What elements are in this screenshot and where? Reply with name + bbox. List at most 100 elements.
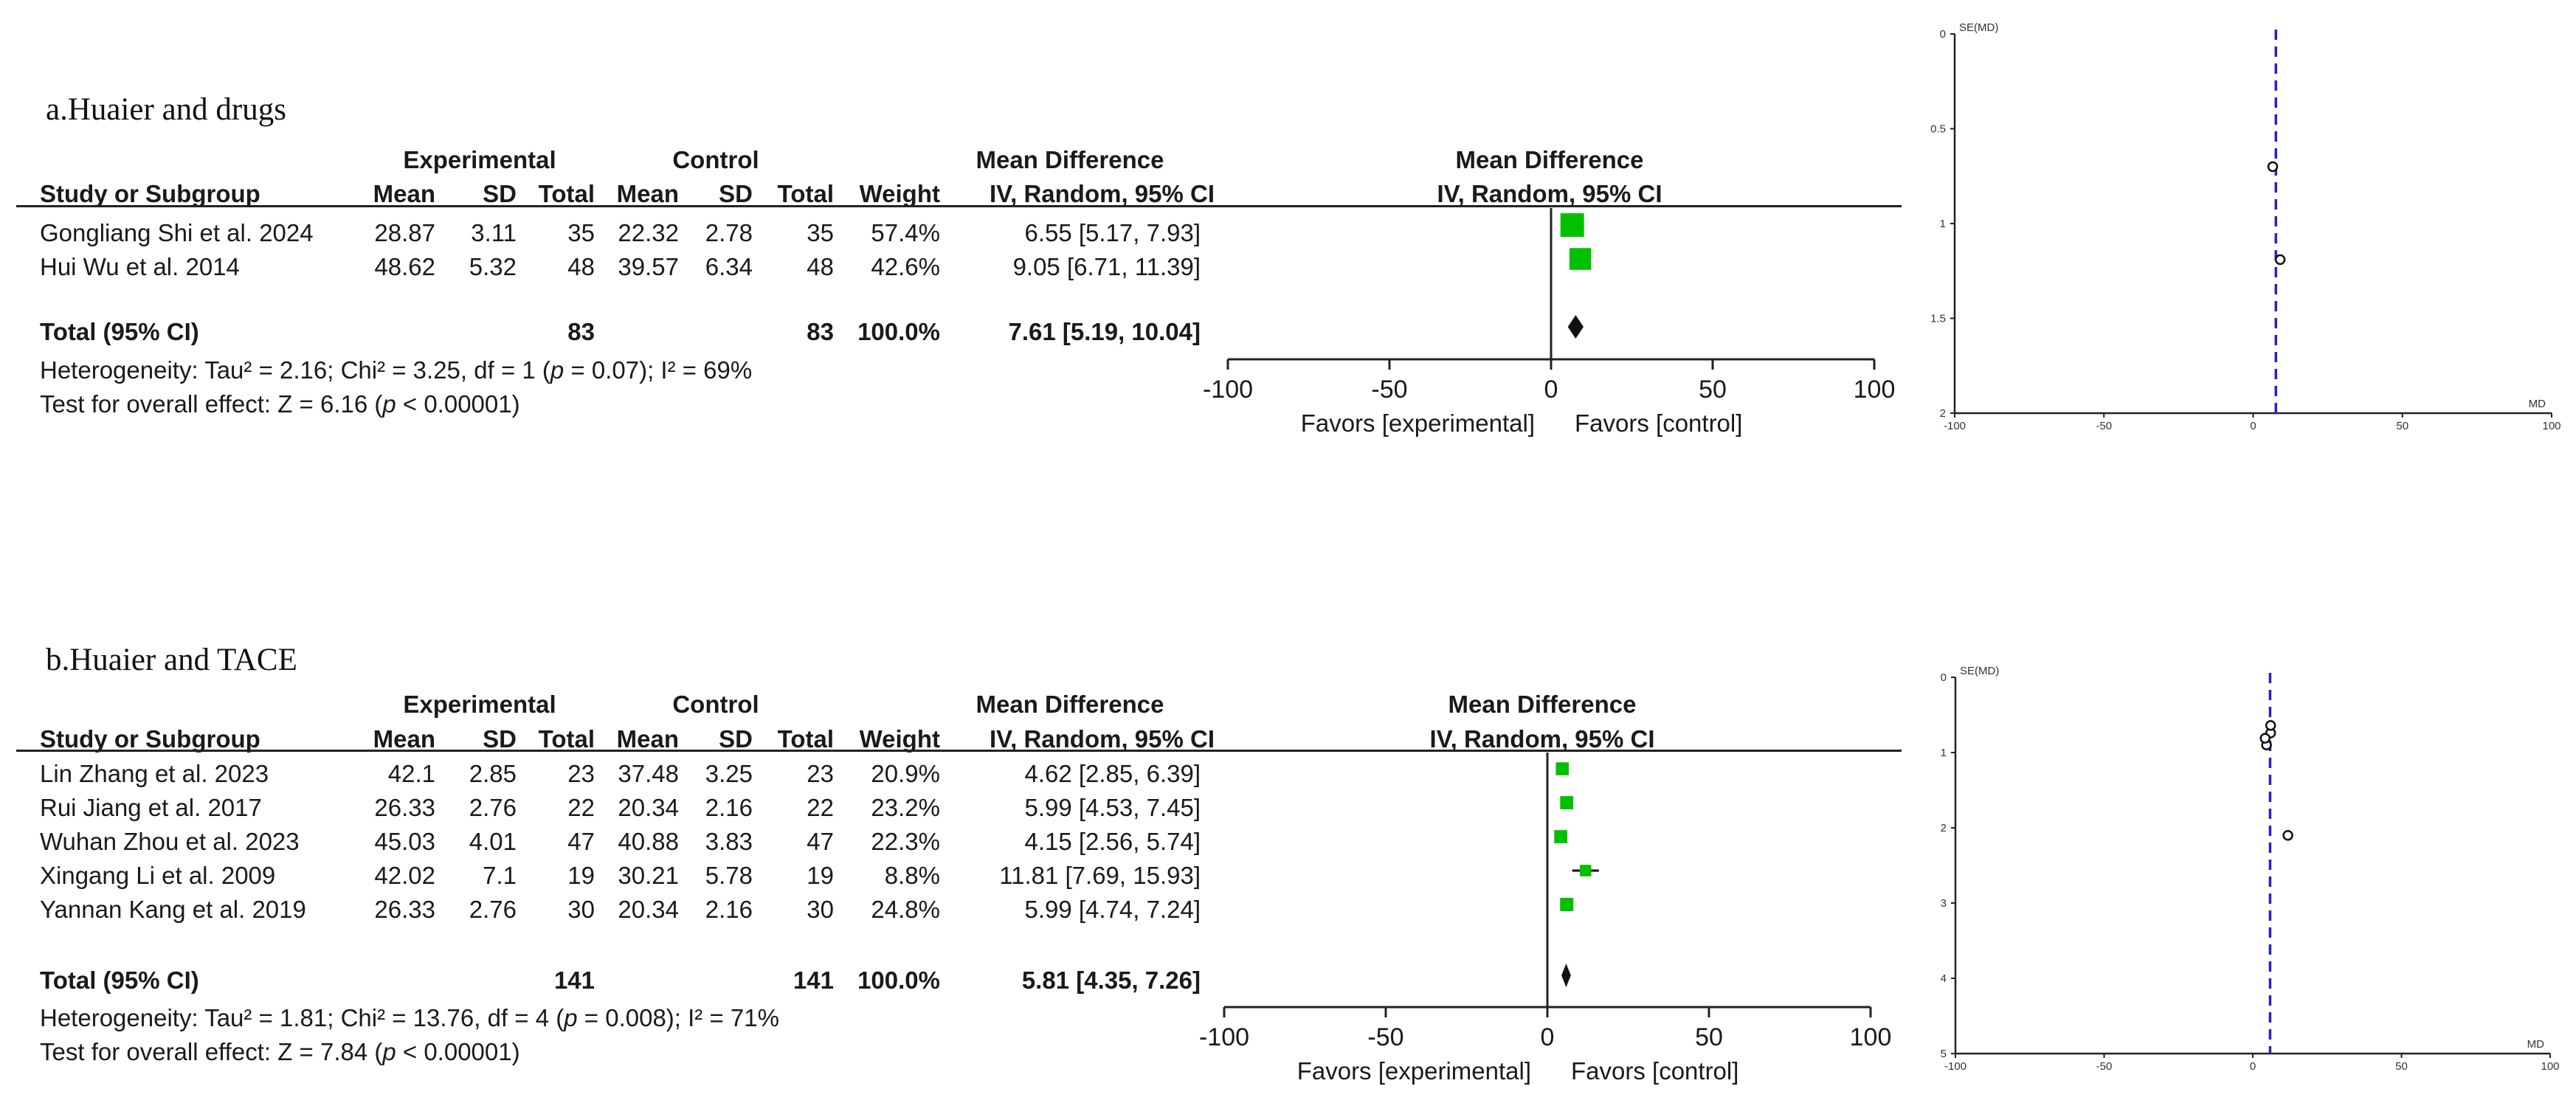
weight-header: Weight	[859, 180, 940, 207]
exp-total: 19	[567, 862, 595, 889]
exp-total: 30	[567, 896, 595, 923]
ctl-sd: 6.34	[705, 253, 753, 280]
exp-total: 22	[567, 794, 595, 821]
y-tick-label: 1.5	[1930, 313, 1946, 325]
y-tick-label: 2	[1940, 407, 1946, 420]
exp-sd: 7.1	[483, 862, 517, 889]
exp-total-n: 141	[553, 967, 595, 994]
exp-mean: 48.62	[374, 253, 435, 280]
exp-sd: 2.76	[469, 794, 517, 821]
x-tick-label: -50	[1367, 1023, 1403, 1051]
favors-left-label: Favors [experimental]	[1297, 1057, 1531, 1085]
study-point	[2274, 254, 2286, 266]
panel-title: a.Huaier and drugs	[46, 92, 286, 127]
total-ci: 7.61 [5.19, 10.04]	[1008, 318, 1201, 345]
md-method-header: IV, Random, 95% CI	[989, 180, 1215, 207]
control-header: Control	[672, 691, 759, 718]
study-ci: 4.62 [2.85, 6.39]	[1024, 760, 1201, 787]
mean-difference-header: Mean Difference	[976, 691, 1164, 718]
exp-total: 47	[567, 828, 595, 855]
favors-right-label: Favors [control]	[1575, 409, 1742, 437]
ctl-total: 30	[807, 896, 834, 923]
exp-sd-header: SD	[483, 725, 517, 753]
ctl-mean: 30.21	[618, 862, 679, 889]
x-tick-label: -100	[1203, 376, 1253, 404]
md-method-header: IV, Random, 95% CI	[989, 725, 1215, 753]
study-name: Rui Jiang et al. 2017	[40, 794, 262, 821]
study-weight: 42.6%	[871, 253, 940, 280]
ctl-mean: 40.88	[618, 828, 679, 855]
x-axis-label: MD	[2529, 398, 2546, 410]
study-point	[2267, 161, 2279, 173]
ctl-sd: 3.83	[705, 828, 753, 855]
study-ci: 5.99 [4.74, 7.24]	[1024, 896, 1201, 923]
ctl-total: 48	[807, 253, 834, 280]
mean-difference-plot-header: Mean Difference	[1448, 691, 1637, 718]
y-tick-label: 2	[1941, 822, 1947, 834]
y-tick-label: 4	[1941, 972, 1947, 985]
exp-mean-header: Mean	[373, 180, 435, 207]
ctl-mean: 37.48	[618, 760, 679, 787]
x-tick-label: 0	[1541, 1023, 1555, 1051]
y-tick-label: 1	[1941, 747, 1947, 759]
mean-difference-plot-header: Mean Difference	[1455, 146, 1644, 173]
study-marker	[1560, 213, 1584, 237]
ctl-sd: 5.78	[705, 862, 753, 889]
exp-mean: 42.1	[387, 760, 435, 787]
header-rule	[16, 750, 1902, 752]
x-tick-label: 50	[1699, 376, 1727, 404]
total-ci: 5.81 [4.35, 7.26]	[1021, 967, 1201, 994]
favors-left-label: Favors [experimental]	[1301, 409, 1535, 437]
exp-sd: 3.11	[471, 219, 517, 246]
x-tick-label: -100	[1944, 1060, 1966, 1073]
x-tick-label: -50	[2096, 420, 2112, 432]
y-axis-label: SE(MD)	[1960, 665, 1999, 677]
exp-total-n: 83	[567, 318, 595, 345]
header-rule	[16, 205, 1902, 207]
exp-sd: 2.76	[469, 896, 517, 923]
study-marker	[1579, 865, 1592, 876]
study-name: Yannan Kang et al. 2019	[40, 896, 306, 923]
exp-mean: 28.87	[374, 219, 435, 246]
y-tick-label: 5	[1941, 1048, 1947, 1060]
x-tick-label: -100	[1199, 1023, 1249, 1051]
y-tick-label: 3	[1941, 897, 1947, 910]
total-weight: 100.0%	[857, 318, 940, 345]
study-weight: 20.9%	[871, 760, 940, 787]
ctl-total: 22	[807, 794, 834, 821]
exp-total: 23	[567, 760, 595, 787]
study-column-header: Study or Subgroup	[40, 180, 260, 207]
exp-total: 48	[567, 253, 595, 280]
x-tick-label: 0	[2250, 420, 2256, 432]
ctl-mean-header: Mean	[616, 180, 679, 207]
study-column-header: Study or Subgroup	[40, 725, 260, 753]
study-point	[2259, 733, 2271, 744]
ctl-total: 19	[807, 862, 834, 889]
ctl-total: 35	[807, 219, 834, 246]
y-tick-label: 1	[1940, 218, 1946, 230]
favors-right-label: Favors [control]	[1571, 1057, 1738, 1085]
total-label: Total (95% CI)	[40, 318, 199, 345]
ctl-mean: 20.34	[618, 794, 679, 821]
ctl-sd: 2.16	[705, 794, 753, 821]
heterogeneity-text: Heterogeneity: Tau² = 2.16; Chi² = 3.25,…	[40, 356, 753, 384]
study-name: Gongliang Shi et al. 2024	[40, 219, 314, 246]
x-tick-label: 50	[2396, 420, 2408, 432]
y-axis-label: SE(MD)	[1959, 21, 1998, 34]
x-tick-label: 0	[1544, 376, 1558, 404]
exp-mean: 26.33	[374, 896, 435, 923]
study-ci: 6.55 [5.17, 7.93]	[1024, 219, 1201, 246]
x-tick-label: -50	[2096, 1060, 2113, 1073]
exp-sd: 5.32	[469, 253, 517, 280]
exp-sd-header: SD	[483, 180, 517, 207]
ctl-mean: 20.34	[618, 896, 679, 923]
y-tick-label: 0	[1940, 28, 1946, 41]
panel-title: b.Huaier and TACE	[46, 643, 297, 677]
heterogeneity-text: Heterogeneity: Tau² = 1.81; Chi² = 13.76…	[40, 1004, 779, 1031]
ctl-total-n: 141	[793, 967, 834, 994]
md-plot-method-header: IV, Random, 95% CI	[1429, 725, 1655, 753]
study-weight: 8.8%	[884, 862, 940, 889]
exp-mean-header: Mean	[373, 725, 435, 753]
